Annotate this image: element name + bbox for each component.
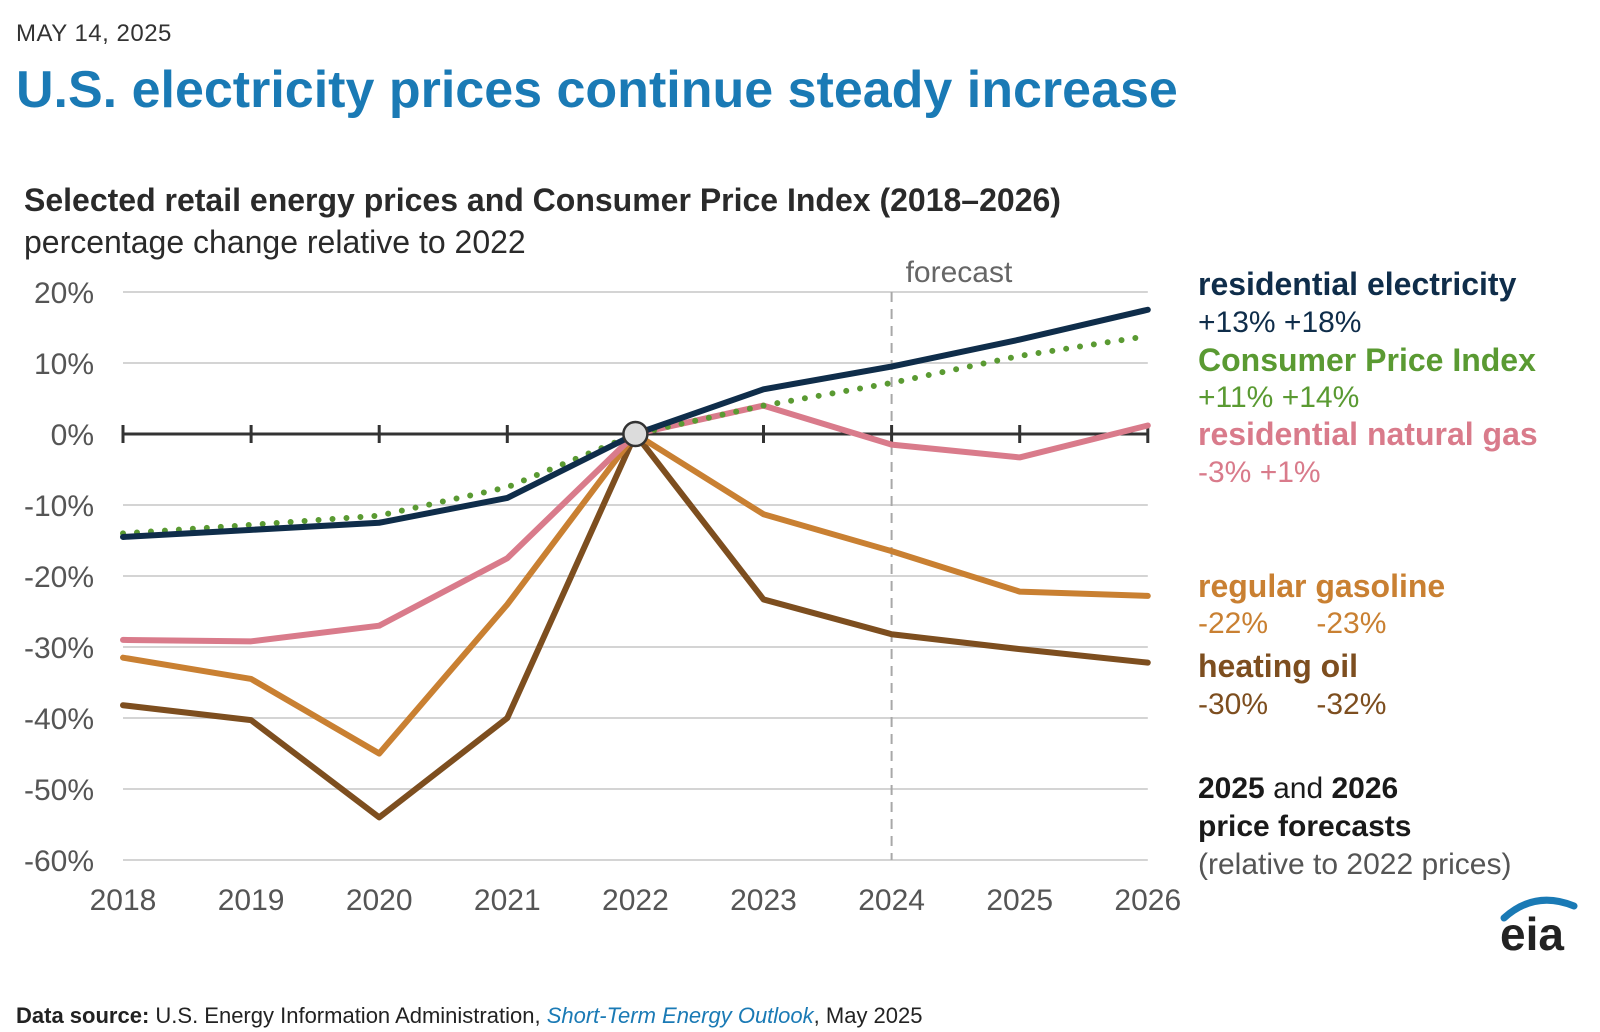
legend-value-2026: +1% xyxy=(1259,456,1321,489)
x-tick-label: 2024 xyxy=(858,884,925,917)
forecast-note: 2025 and 2026 price forecasts (relative … xyxy=(1198,770,1511,884)
legend-values-natural-gas: -3% +1% xyxy=(1198,456,1321,490)
legend-value-2026: -23% xyxy=(1316,607,1387,640)
y-tick-label: -10% xyxy=(24,490,94,523)
legend-label-residential-electricity: residential electricity xyxy=(1198,266,1517,302)
legend-value-2025: -3% xyxy=(1198,456,1252,489)
x-tick-label: 2021 xyxy=(474,884,541,917)
legend-values-residential-electricity: +13% +18% xyxy=(1198,306,1362,340)
legend-value-2025: +13% xyxy=(1198,306,1276,339)
series-line-heating-oil xyxy=(120,431,1151,821)
legend-value-2026: +14% xyxy=(1281,381,1360,414)
x-tick-label: 2020 xyxy=(346,884,413,917)
legend-label-natural-gas: residential natural gas xyxy=(1198,416,1538,452)
x-tick-label: 2018 xyxy=(90,884,157,917)
series-line-regular-gasoline xyxy=(120,431,1151,757)
headline: U.S. electricity prices continue steady … xyxy=(16,61,1178,119)
x-tick-label: 2026 xyxy=(1114,884,1181,917)
legend-label-gasoline: regular gasoline xyxy=(1198,568,1446,604)
source-link[interactable]: Short-Term Energy Outlook xyxy=(546,1003,814,1028)
x-tick-label: 2022 xyxy=(602,884,669,917)
x-tick-label: 2023 xyxy=(730,884,797,917)
x-tick-label: 2025 xyxy=(986,884,1053,917)
legend-label-heating-oil: heating oil xyxy=(1198,648,1358,684)
baseline-marker xyxy=(622,420,649,448)
chart-subtitle: percentage change relative to 2022 xyxy=(24,224,526,260)
y-tick-label: -40% xyxy=(24,703,94,736)
line-chart: 20% 10% 0% -10% -20% -30% -40% -50% -60% forecast… xyxy=(24,256,1181,917)
legend-values-gasoline: -22% -23% xyxy=(1198,607,1386,641)
y-tick-label: 20% xyxy=(34,277,94,310)
note-line-3: (relative to 2022 prices) xyxy=(1198,848,1512,881)
publication-date: MAY 14, 2025 xyxy=(16,20,172,47)
y-tick-label: 0% xyxy=(51,419,94,452)
note-line-2: price forecasts xyxy=(1198,810,1412,843)
legend-label-cpi: Consumer Price Index xyxy=(1198,342,1536,378)
forecast-label: forecast xyxy=(906,256,1013,289)
chart-title: Selected retail energy prices and Consum… xyxy=(24,182,1061,218)
svg-text:eia: eia xyxy=(1500,908,1564,958)
legend-value-2025: -22% xyxy=(1198,607,1269,640)
note-line-1: 2025 and 2026 xyxy=(1198,772,1399,805)
legend-values-heating-oil: -30% -32% xyxy=(1198,688,1386,722)
legend-value-2026: +18% xyxy=(1283,306,1362,339)
y-tick-label: -20% xyxy=(24,561,94,594)
y-tick-label: -60% xyxy=(24,845,94,878)
legend-value-2025: -30% xyxy=(1198,688,1269,721)
legend-value-2026: -32% xyxy=(1316,688,1387,721)
legend-values-cpi: +11% +14% xyxy=(1198,381,1359,415)
legend-value-2025: +11% xyxy=(1198,381,1274,414)
y-tick-label: -50% xyxy=(24,774,94,807)
y-tick-label: -30% xyxy=(24,632,94,665)
x-tick-label: 2019 xyxy=(218,884,285,917)
y-tick-label: 10% xyxy=(34,348,94,381)
eia-logo: eia xyxy=(1500,896,1578,958)
data-source: Data source: U.S. Energy Information Adm… xyxy=(16,1003,923,1028)
